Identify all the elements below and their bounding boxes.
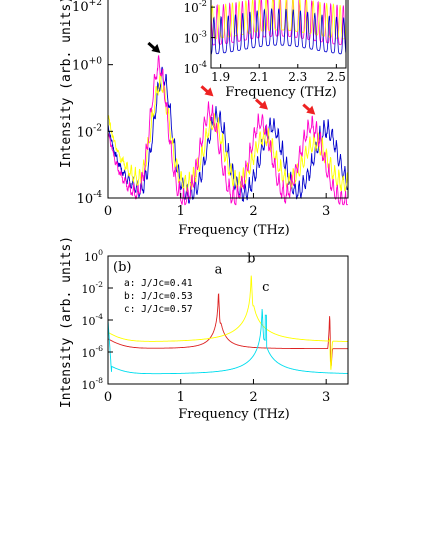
top-x-axis-label: Frequency (THz) [178, 223, 289, 238]
bottom-peak-labels: a bc [215, 251, 270, 295]
inset-x-tick-label: 1.9 [211, 70, 230, 84]
bottom-panel-label: (b) [113, 260, 131, 275]
top-x-tick-label: 0 [104, 204, 112, 219]
bottom-x-tick-label: 0 [104, 390, 112, 405]
inset-y-tick-label: 10-4 [184, 59, 207, 76]
top-chart: 0 1 2 3 10-4 10-2 10+0 10+2 Frequency (THz) In… [59, 0, 349, 238]
top-y-ticks: 10-4 10-2 10+0 10+2 [72, 0, 113, 207]
top-x-tick-label: 2 [249, 204, 257, 219]
bottom-chart: 0 1 2 3 10-8 10-6 10-4 10-2 100 (b) a: J/Jc=0.4… [59, 236, 349, 422]
top-series-group [107, 54, 349, 206]
annotation-arrow-3 [255, 98, 268, 110]
inset-x-ticks: 1.9 2.1 2.3 2.5 [211, 64, 346, 84]
annotation-arrow-2 [200, 85, 214, 97]
peak-label-b: b [247, 251, 255, 266]
top-y-axis-label: Intensity (arb. units) [59, 0, 74, 168]
bottom-x-ticks: 0 1 2 3 [104, 379, 330, 405]
top-y-tick-label: 10+0 [72, 57, 102, 74]
top-series-2 [107, 72, 349, 194]
bottom-x-tick-label: 3 [322, 390, 330, 405]
bottom-x-axis-label: Frequency (THz) [178, 407, 289, 422]
bottom-y-axis-label: Intensity (arb. units) [59, 236, 74, 408]
bottom-x-tick-label: 2 [249, 390, 257, 405]
top-y-tick-label: 10-4 [77, 190, 103, 207]
bottom-y-tick-label: 10-2 [82, 280, 104, 296]
legend-entry-b: b: J/Jc=0.53 [124, 291, 193, 302]
annotation-arrow-1 [147, 41, 161, 53]
inset-y-tick-label: 10-3 [184, 29, 207, 46]
top-plot-frame [107, 0, 349, 199]
bottom-y-tick-label: 10-8 [82, 376, 104, 392]
peak-label-c: c [262, 280, 269, 295]
top-x-tick-label: 3 [322, 204, 330, 219]
annotation-arrow-4 [302, 103, 316, 115]
bottom-series-group [107, 275, 348, 375]
top-arrows-group [147, 41, 316, 115]
top-x-tick-label: 1 [177, 204, 185, 219]
inset-frame [210, 0, 347, 69]
bottom-series-c [107, 308, 348, 375]
bottom-series-a [107, 293, 348, 367]
inset-series-3 [210, 8, 347, 55]
inset-series-1 [210, 0, 347, 46]
bottom-y-tick-label: 10-6 [82, 344, 104, 360]
bottom-y-ticks: 10-8 10-6 10-4 10-2 100 [82, 248, 113, 392]
inset-x-tick-label: 2.5 [327, 70, 346, 84]
peak-label-a: a [215, 263, 223, 278]
top-series-3 [107, 54, 348, 206]
inset-series-group [210, 0, 347, 55]
bottom-series-b [107, 275, 348, 370]
inset-x-tick-label: 2.3 [288, 70, 307, 84]
top-inset: 1.9 2.1 2.3 2.5 10-4 10-3 10-2 Frequency (THz… [184, 0, 347, 100]
top-x-ticks: 0 1 2 3 [104, 193, 330, 219]
top-y-tick-label: 10-2 [77, 123, 102, 140]
bottom-y-tick-label: 10-4 [82, 312, 104, 328]
inset-y-ticks: 10-4 10-3 10-2 [184, 0, 215, 76]
bottom-x-tick-label: 1 [177, 390, 185, 405]
legend-entry-c: c: J/Jc=0.57 [124, 304, 193, 315]
inset-x-tick-label: 2.1 [250, 70, 269, 84]
bottom-plot-frame [107, 255, 349, 385]
top-y-tick-label: 10+2 [72, 0, 102, 15]
inset-y-tick-label: 10-2 [184, 0, 207, 15]
legend-entry-a: a: J/Jc=0.41 [124, 278, 193, 289]
bottom-y-tick-label: 100 [84, 248, 103, 264]
top-series-1 [107, 66, 349, 204]
inset-x-axis-label: Frequency (THz) [225, 85, 336, 100]
